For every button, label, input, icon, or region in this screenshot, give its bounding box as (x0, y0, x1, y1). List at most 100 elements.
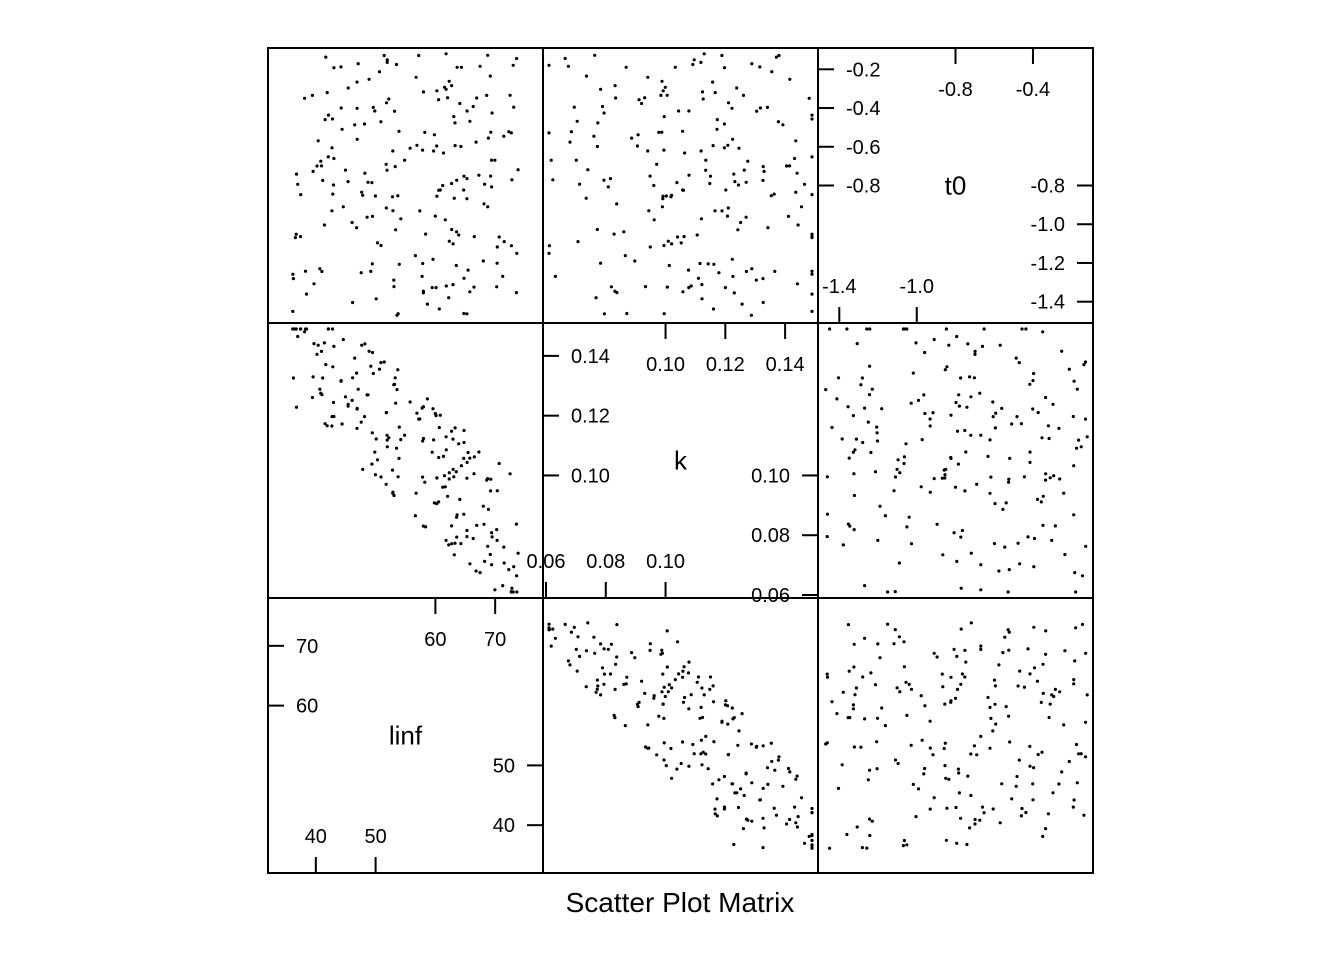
data-point (341, 205, 345, 209)
data-point (437, 98, 441, 102)
panel-frame (817, 597, 1094, 874)
data-point (699, 752, 703, 756)
data-point (955, 559, 959, 564)
data-point (700, 763, 704, 767)
data-point (720, 209, 724, 213)
data-point (957, 393, 961, 397)
data-point (569, 630, 574, 634)
data-point (569, 130, 574, 134)
data-point (1010, 797, 1014, 801)
data-point (692, 752, 696, 756)
data-point (452, 553, 456, 557)
data-point (566, 64, 571, 68)
data-point (339, 379, 343, 383)
data-point (1058, 477, 1062, 481)
data-point (828, 846, 832, 850)
data-point (878, 504, 882, 508)
data-point (761, 165, 765, 169)
data-point (549, 644, 553, 648)
data-point (1062, 723, 1066, 727)
data-point (761, 816, 765, 820)
data-point (509, 590, 513, 594)
data-point (661, 197, 665, 201)
panel-frame (267, 47, 544, 324)
data-point (932, 796, 936, 800)
data-point (351, 300, 355, 305)
data-point (299, 327, 303, 331)
data-point (462, 174, 466, 178)
data-point (825, 512, 830, 516)
data-point (481, 504, 485, 508)
data-point (385, 438, 389, 442)
data-point (472, 285, 476, 289)
data-point (346, 86, 350, 90)
data-point (1028, 460, 1032, 464)
data-point (465, 177, 469, 181)
data-point (855, 342, 859, 346)
data-point (955, 334, 959, 339)
data-point (750, 781, 754, 785)
data-point (1046, 812, 1050, 816)
data-point (713, 209, 717, 213)
tick-label: 40 (305, 826, 327, 848)
data-point (994, 411, 998, 415)
tick-label: 0.10 (751, 465, 790, 487)
data-point (437, 307, 441, 311)
data-point (291, 327, 295, 331)
data-point (1073, 571, 1077, 575)
data-point (861, 675, 865, 679)
data-point (870, 819, 874, 823)
data-point (553, 636, 558, 640)
data-point (666, 690, 670, 694)
data-point (878, 656, 882, 660)
data-point (851, 703, 856, 707)
data-point (781, 123, 785, 127)
data-point (331, 183, 336, 187)
data-point (446, 494, 450, 498)
data-point (294, 232, 298, 236)
data-point (772, 806, 776, 810)
data-point (737, 729, 741, 733)
data-point (1018, 669, 1022, 673)
data-point (319, 391, 323, 395)
data-point (490, 535, 494, 539)
data-point (417, 53, 421, 58)
data-point (1079, 445, 1083, 449)
data-point (332, 344, 336, 348)
data-point (593, 53, 597, 57)
data-point (1017, 758, 1021, 762)
data-point (455, 178, 459, 182)
data-point (1031, 798, 1035, 802)
data-point (323, 118, 327, 122)
data-point (980, 805, 985, 809)
data-point (1058, 690, 1062, 694)
data-point (447, 296, 451, 300)
data-point (379, 361, 383, 365)
data-point (330, 415, 334, 419)
data-point (447, 79, 451, 83)
data-point (681, 669, 685, 673)
data-point (370, 350, 375, 355)
data-point (852, 665, 856, 669)
data-point (1001, 651, 1005, 655)
data-point (431, 407, 435, 411)
data-point (922, 772, 926, 776)
data-point (421, 90, 426, 94)
data-point (393, 382, 397, 386)
tick-label: -0.6 (846, 137, 880, 159)
data-point (441, 454, 446, 458)
data-point (370, 214, 375, 218)
data-point (455, 65, 459, 69)
data-point (350, 398, 354, 402)
data-point (949, 675, 953, 679)
data-point (465, 460, 469, 464)
tick-label: 0.10 (646, 354, 685, 376)
data-point (702, 693, 706, 697)
data-point (875, 439, 880, 443)
data-point (945, 806, 949, 810)
data-point (459, 464, 463, 468)
data-point (788, 164, 792, 168)
data-point (1024, 327, 1028, 331)
data-point (502, 134, 506, 138)
data-point (495, 261, 499, 265)
